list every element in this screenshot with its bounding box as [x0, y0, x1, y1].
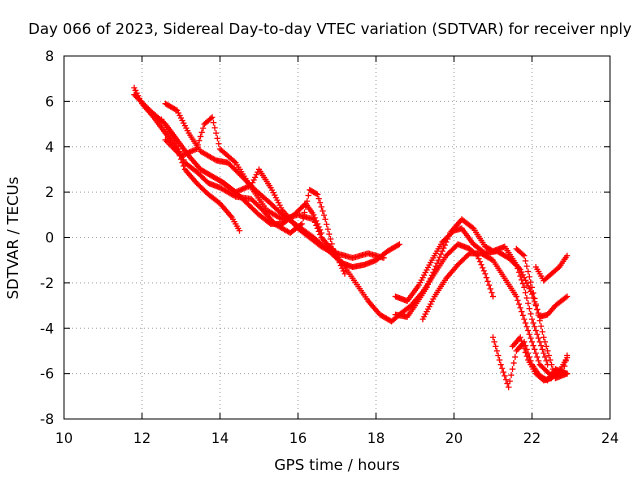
series-track-4	[162, 114, 387, 261]
y-tick-label: -8	[40, 412, 54, 428]
series-track-8	[392, 216, 551, 368]
x-tick-label: 14	[211, 431, 229, 447]
series-track-5	[158, 116, 348, 277]
series-track-6	[217, 166, 496, 325]
x-tick-label: 24	[601, 431, 619, 447]
x-tick-label: 20	[445, 431, 463, 447]
series-points	[392, 216, 551, 368]
y-tick-label: -2	[40, 276, 54, 292]
series-track-11	[509, 334, 571, 384]
x-axis-title: GPS time / hours	[274, 456, 400, 474]
data-points	[131, 84, 571, 391]
x-tick-label: 16	[289, 431, 307, 447]
y-tick-label: 6	[45, 94, 54, 110]
x-tick-label: 22	[523, 431, 541, 447]
y-tick-label: 0	[45, 231, 54, 247]
series-track-13	[513, 245, 571, 382]
series-points	[509, 334, 571, 384]
y-tick-label: -4	[40, 321, 54, 337]
series-points	[532, 252, 571, 284]
x-tick-label: 18	[367, 431, 385, 447]
series-points	[513, 245, 571, 382]
y-tick-label: 2	[45, 185, 54, 201]
y-tick-label: 4	[45, 140, 54, 156]
series-points	[158, 116, 348, 277]
x-tick-label: 10	[55, 431, 73, 447]
series-points	[217, 166, 496, 325]
chart-title: Day 066 of 2023, Sidereal Day-to-day VTE…	[28, 20, 631, 38]
x-tick-label: 12	[133, 431, 151, 447]
series-track-12	[532, 252, 571, 284]
y-axis-title: SDTVAR / TECUs	[4, 176, 22, 299]
y-tick-label: -6	[40, 367, 54, 383]
y-tick-label: 8	[45, 49, 54, 65]
series-points	[162, 114, 387, 261]
grid	[64, 56, 610, 419]
